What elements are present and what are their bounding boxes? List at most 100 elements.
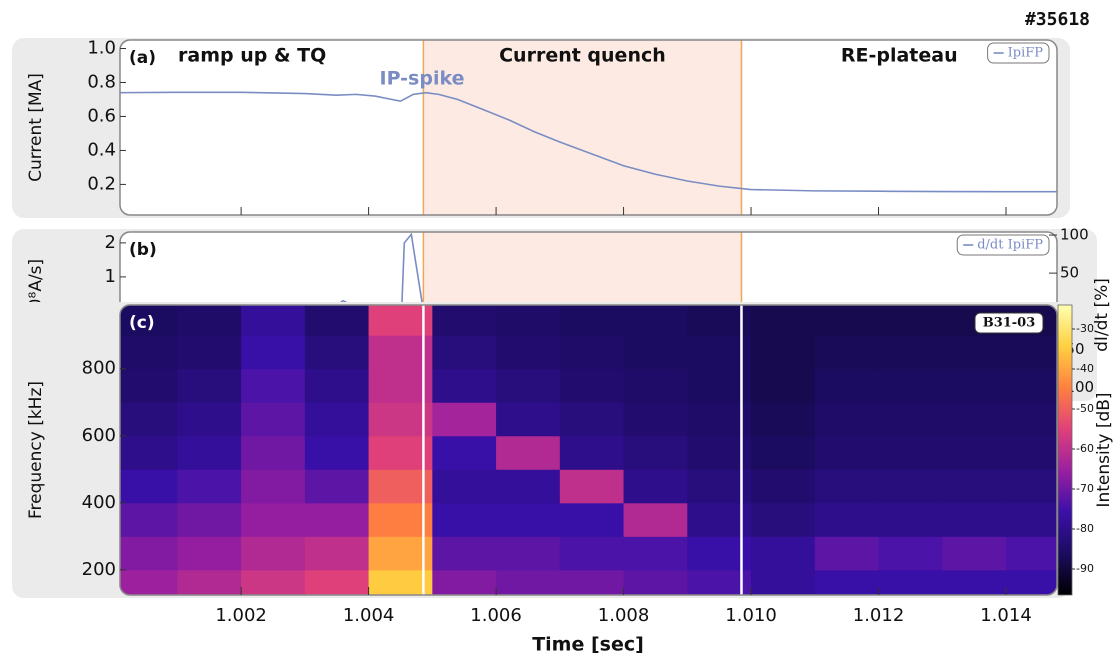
spectrogram-cell <box>559 435 625 470</box>
spectrogram-cell <box>496 569 561 595</box>
x-tick-label: 1.012 <box>853 605 905 626</box>
spectrogram-cell <box>623 502 688 537</box>
x-tick-label: 1.014 <box>980 605 1032 626</box>
spectrogram-cell <box>177 368 242 403</box>
spectrogram-cell <box>878 368 943 403</box>
spectrogram-cell <box>304 335 370 370</box>
y-axis-label: Current [MA] <box>26 73 46 182</box>
x-tick-label: 1.006 <box>470 605 522 626</box>
spectrogram-cell <box>120 305 178 336</box>
colorbar-label: Intensity [dB] <box>1094 392 1114 507</box>
label-box <box>974 312 1044 334</box>
spectrogram-cell <box>368 305 433 336</box>
spectrogram-cell <box>1006 368 1057 403</box>
spectrogram-cell <box>432 502 497 537</box>
spectrogram-cell <box>942 368 1007 403</box>
colorbar-tick-label: -30 <box>1076 322 1094 335</box>
spectrogram-cell <box>368 469 433 504</box>
spectrogram-cell <box>942 536 1007 571</box>
spectrogram-cell <box>814 469 880 504</box>
spectrogram-cell <box>368 435 433 470</box>
spectrogram-cell <box>120 536 178 571</box>
spectrogram-cell <box>623 368 688 403</box>
spectrogram-cell <box>120 469 178 504</box>
spectrogram-cell <box>623 469 688 504</box>
spectrogram-cell <box>432 469 497 504</box>
spectrogram-cell <box>304 305 370 336</box>
phase-label: Current quench <box>499 45 666 67</box>
spectrogram-cell <box>559 469 625 504</box>
spectrogram-cell <box>623 335 688 370</box>
spectrogram-cell <box>559 305 625 336</box>
spectrogram-cell <box>814 368 880 403</box>
spectrogram-cell <box>751 469 816 504</box>
spectrogram-cell <box>942 402 1007 437</box>
spectrogram-cell <box>120 502 178 537</box>
spectrogram-cell <box>942 469 1007 504</box>
spectrogram-cell <box>878 402 943 437</box>
spectrogram-cell <box>432 335 497 370</box>
spectrogram-cell <box>432 536 497 571</box>
colorbar-tick-label: -60 <box>1076 442 1094 455</box>
spectrogram-cell <box>432 305 497 336</box>
series-line <box>119 91 1057 193</box>
spectrogram-cell <box>623 536 688 571</box>
x-tick-label: 1.010 <box>725 605 777 626</box>
spectrogram-cell <box>814 305 880 336</box>
spectrogram-cell <box>1006 435 1057 470</box>
y-tick-label: 1.0 <box>87 37 116 58</box>
phase-shade <box>423 40 742 215</box>
spectrogram-cell <box>559 335 625 370</box>
y2-axis-label: dI/dt [%] <box>1092 278 1112 352</box>
spectrogram-cell <box>241 502 306 537</box>
spectrogram-cell <box>241 335 306 370</box>
spectrogram-cell <box>623 402 688 437</box>
spectrogram-cell <box>304 502 370 537</box>
spectrogram-cell <box>496 502 561 537</box>
spectrogram-cell <box>559 502 625 537</box>
shot-number: #35618 <box>1025 9 1090 30</box>
spectrogram-cell <box>1006 402 1057 437</box>
y-tick-label: 400 <box>82 492 116 513</box>
spectrogram <box>120 305 1057 595</box>
spectrogram-cell <box>177 469 242 504</box>
annotation: IP-spike <box>380 68 465 90</box>
spectrogram-cell <box>120 368 178 403</box>
spectrogram-cell <box>241 305 306 336</box>
spectrogram-cell <box>942 435 1007 470</box>
y-tick-label: 1 <box>105 266 116 287</box>
spectrogram-cell <box>120 435 178 470</box>
spectrogram-cell <box>368 536 433 571</box>
spectrogram-cell <box>559 402 625 437</box>
spectrogram-cell <box>1006 536 1057 571</box>
legend-label: d/dt IpiFP <box>977 238 1043 253</box>
spectrogram-cell <box>814 569 880 595</box>
y-tick-label: 2 <box>105 232 116 253</box>
spectrogram-cell <box>751 335 816 370</box>
spectrogram-cell <box>942 569 1007 595</box>
spectrogram-cell <box>496 335 561 370</box>
x-axis-label: Time [sec] <box>532 634 644 656</box>
spectrogram-cell <box>878 469 943 504</box>
spectrogram-cell <box>241 469 306 504</box>
spectrogram-cell <box>1006 502 1057 537</box>
spectrogram-cell <box>1006 335 1057 370</box>
spectrogram-cell <box>751 368 816 403</box>
spectrogram-cell <box>304 569 370 595</box>
spectrogram-cell <box>814 435 880 470</box>
spectrogram-cell <box>496 368 561 403</box>
spectrogram-cell <box>177 569 242 595</box>
spectrogram-cell <box>878 305 943 336</box>
spectrogram-cell <box>120 402 178 437</box>
spectrogram-cell <box>241 368 306 403</box>
x-tick-label: 1.002 <box>215 605 267 626</box>
spectrogram-cell <box>120 569 178 595</box>
spectrogram-cell <box>496 469 561 504</box>
colorbar-tick-label: -50 <box>1076 402 1094 415</box>
spectrogram-cell <box>177 435 242 470</box>
spectrogram-cell <box>1006 469 1057 504</box>
spectrogram-cell <box>814 536 880 571</box>
spectrogram-cell <box>432 402 497 437</box>
phase-label: RE-plateau <box>841 45 958 67</box>
y-tick-label: 0.8 <box>87 71 116 92</box>
